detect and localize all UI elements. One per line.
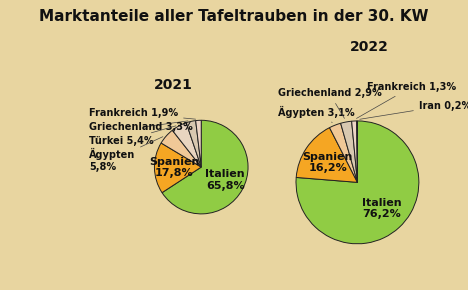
Text: Ägypten 3,1%: Ägypten 3,1%: [278, 106, 354, 122]
Text: Türkei 5,4%: Türkei 5,4%: [89, 126, 176, 146]
Text: Marktanteile aller Tafeltrauben in der 30. KW: Marktanteile aller Tafeltrauben in der 3…: [39, 9, 429, 24]
Text: Frankreich 1,9%: Frankreich 1,9%: [89, 108, 196, 119]
Wedge shape: [186, 121, 201, 167]
Text: Italien
76,2%: Italien 76,2%: [362, 198, 402, 219]
Text: Spanien
16,2%: Spanien 16,2%: [303, 152, 353, 173]
Title: 2021: 2021: [154, 78, 193, 92]
Wedge shape: [161, 130, 201, 167]
Wedge shape: [341, 121, 358, 182]
Wedge shape: [172, 123, 201, 167]
Title: 2022: 2022: [350, 40, 389, 54]
Wedge shape: [296, 121, 419, 244]
Wedge shape: [351, 121, 358, 182]
Text: Frankreich 1,3%: Frankreich 1,3%: [357, 82, 456, 118]
Wedge shape: [162, 120, 248, 214]
Text: Ägypten
5,8%: Ägypten 5,8%: [89, 137, 163, 172]
Text: Italien
65,8%: Italien 65,8%: [205, 169, 245, 191]
Wedge shape: [154, 143, 201, 193]
Wedge shape: [357, 121, 358, 182]
Text: Griechenland 2,9%: Griechenland 2,9%: [278, 88, 381, 118]
Text: Iran 0,2%: Iran 0,2%: [360, 101, 468, 119]
Text: Spanien
17,8%: Spanien 17,8%: [149, 157, 199, 178]
Wedge shape: [296, 128, 358, 182]
Wedge shape: [329, 123, 358, 182]
Text: Griechenland 3,3%: Griechenland 3,3%: [89, 121, 193, 132]
Wedge shape: [196, 120, 201, 167]
